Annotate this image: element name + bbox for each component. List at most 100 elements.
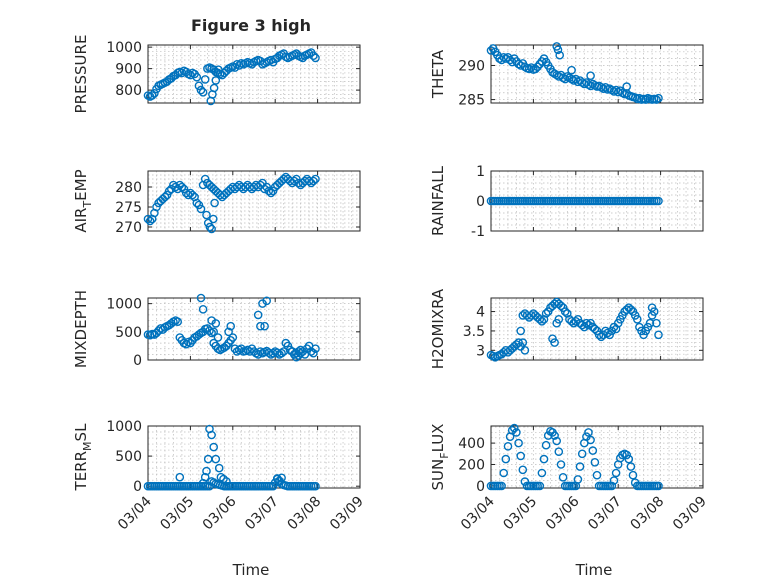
subplot-rainfall: -1 0 1 RAINFALL (429, 164, 704, 240)
data-point (219, 343, 229, 352)
data-point (553, 45, 563, 55)
y-tick-label: 1000 (106, 40, 142, 56)
data-point (563, 309, 572, 318)
data-point (541, 309, 551, 318)
y-tick-label: 1000 (106, 297, 142, 313)
y-tick-label: 0 (476, 479, 485, 495)
data-point (211, 76, 221, 85)
data-point (311, 174, 320, 184)
data-point (209, 327, 218, 337)
x-tick-label: 03/06 (200, 493, 240, 533)
data-point (309, 51, 318, 61)
data-point (188, 190, 197, 200)
y-tick-label: 200 (458, 457, 485, 473)
data-point (527, 63, 536, 72)
data-point (509, 423, 519, 433)
y-tick-label: 1 (476, 164, 485, 180)
data-point (590, 324, 600, 334)
y-tick-label: 0 (133, 479, 142, 495)
x-tick-label: 03/09 (327, 494, 367, 534)
data-point (626, 305, 636, 314)
subplot-air-temp: 270 275 280 AIRTEMP (72, 169, 361, 236)
y-axis-label: THETA (429, 49, 447, 99)
data-point (550, 338, 559, 347)
y-tick-label: 290 (458, 58, 485, 74)
y-tick-label: 0 (476, 194, 485, 210)
data-point (260, 184, 269, 194)
y-tick-label: 285 (458, 93, 485, 109)
y-tick-label: 500 (115, 325, 142, 341)
subplot-h2omixra: 3 3.5 4 H2OMIXRA (429, 288, 704, 369)
data-point (554, 314, 564, 324)
data-point (202, 210, 211, 220)
data-point (198, 304, 208, 314)
data-point (497, 481, 506, 491)
data-point (277, 473, 286, 483)
data-point (224, 327, 233, 337)
x-tick-label: 03/05 (500, 494, 540, 534)
data-point (272, 474, 282, 483)
y-axis-label: TERRMSL (72, 423, 94, 492)
data-point (541, 440, 551, 450)
y-axis-label: H2OMIXRA (429, 288, 447, 369)
data-point (555, 50, 565, 60)
axes-box (147, 425, 361, 489)
data-point (539, 454, 549, 464)
data-point (208, 214, 218, 224)
data-point (294, 351, 303, 360)
data-point (296, 348, 305, 358)
data-point (205, 222, 215, 232)
data-point (647, 303, 657, 313)
data-point (501, 454, 511, 464)
x-axis-label-right: Time (575, 561, 613, 579)
data-point (520, 477, 530, 486)
data-point (499, 468, 509, 478)
data-point (518, 465, 528, 475)
data-point (584, 320, 593, 330)
data-point (181, 339, 191, 349)
data-point (177, 182, 187, 192)
data-point (586, 71, 595, 80)
subplot-sun-flux: 0 200 400 03/04 03/05 03/06 03/07 03/08 03/09 SUN… (429, 424, 710, 534)
data-point (550, 431, 559, 440)
x-tick-label: 03/09 (670, 494, 710, 534)
data-point (143, 214, 153, 224)
y-tick-label: 275 (115, 200, 142, 216)
data-point (256, 321, 265, 331)
y-axis-label: PRESSURE (72, 35, 90, 114)
data-point (520, 345, 530, 355)
data-point (582, 318, 591, 328)
data-point (624, 454, 634, 464)
data-point (200, 472, 210, 482)
data-point (645, 318, 655, 328)
y-axis-label: SUNFLUX (429, 424, 451, 491)
data-point (210, 198, 219, 208)
data-point (584, 428, 593, 437)
data-point (311, 481, 320, 491)
data-point (150, 89, 159, 98)
data-point (309, 176, 318, 186)
data-point (171, 182, 180, 192)
data-point (641, 95, 651, 104)
data-point (609, 87, 619, 96)
axes-box (490, 44, 704, 104)
data-point (626, 462, 636, 471)
data-point (611, 468, 621, 478)
y-tick-label: -1 (471, 224, 485, 240)
data-point (213, 333, 223, 342)
data-point (203, 454, 213, 464)
data-point (652, 318, 661, 328)
subplot-mixdepth: 0 500 1000 MIXDEPTH (72, 290, 361, 369)
y-axis-label: RAINFALL (429, 165, 447, 236)
data-point (554, 447, 564, 457)
data-point (196, 204, 206, 214)
data-point (198, 88, 208, 97)
axes-box (147, 170, 361, 232)
data-point (560, 307, 570, 316)
data-point (289, 176, 299, 186)
data-point (207, 224, 216, 234)
data-point (516, 451, 526, 461)
data-point (535, 314, 545, 324)
data-point (211, 454, 221, 464)
x-tick-label: 03/07 (585, 494, 625, 534)
